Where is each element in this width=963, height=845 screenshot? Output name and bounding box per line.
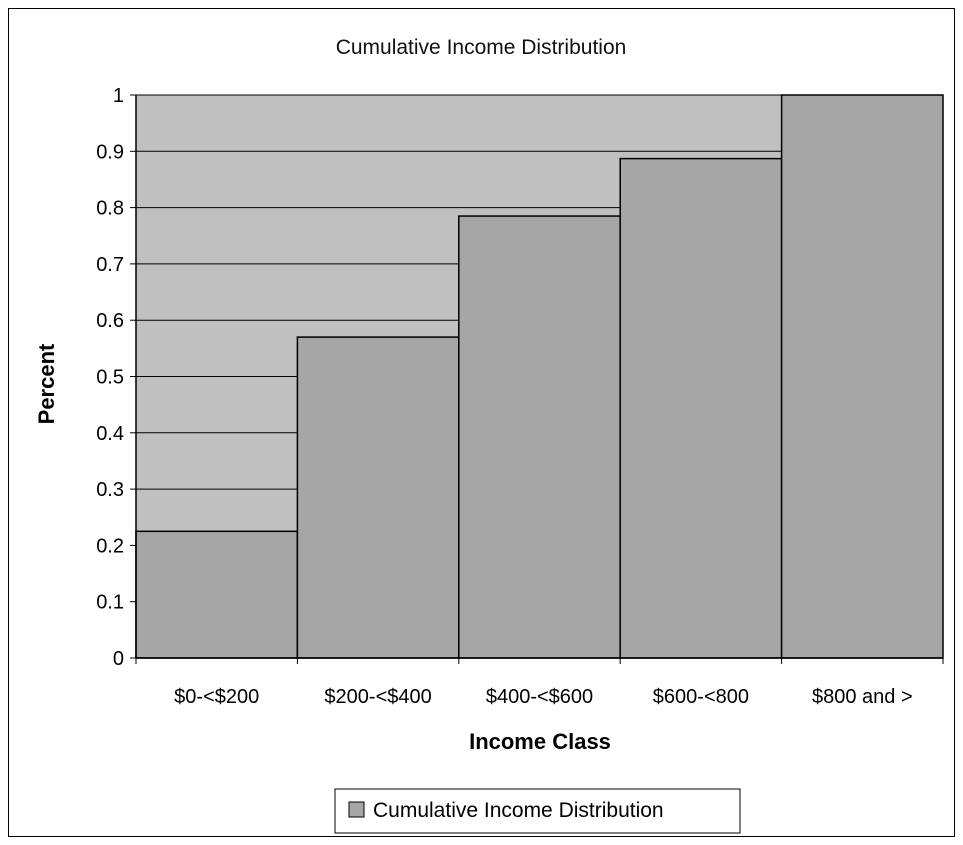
bar <box>619 157 783 659</box>
y-tick-label: 0.8 <box>96 198 124 220</box>
chart-title: Cumulative Income Distribution <box>336 36 627 59</box>
chart-svg: Cumulative Income Distribution 0 0.1 0.2 0.… <box>34 36 944 834</box>
y-tick-label: 0.1 <box>96 592 124 614</box>
x-axis-label: Income Class <box>469 729 611 754</box>
bar <box>135 530 299 659</box>
legend-label: Cumulative Income Distribution <box>373 799 664 822</box>
x-tick-label: $600-<800 <box>653 686 749 708</box>
x-tick-labels: $0-<$200 $200-<$400 $400-<$600 $600-<800 $80… <box>174 686 912 708</box>
y-tick-label: 0 <box>113 648 124 670</box>
legend-swatch <box>348 801 365 818</box>
bar <box>780 94 944 659</box>
x-tick-label: $400-<$600 <box>486 686 593 708</box>
bar <box>296 336 460 659</box>
legend-box <box>334 788 741 834</box>
x-tick-label: $0-<$200 <box>174 686 259 708</box>
y-tick-label: 0.9 <box>96 141 124 163</box>
y-tick-labels: 0 0.1 0.2 0.3 0.4 0.5 0.6 0.7 0.8 0.9 1 <box>96 85 124 670</box>
y-tick-label: 0.4 <box>96 423 124 445</box>
x-tick-label: $200-<$400 <box>324 686 431 708</box>
x-tick-label: $800 and > <box>812 686 913 708</box>
bar <box>458 215 621 659</box>
y-tick-label: 0.6 <box>96 310 124 332</box>
y-tick-label: 0.3 <box>96 479 124 501</box>
bars <box>135 94 944 659</box>
legend: Cumulative Income Distribution <box>334 788 741 834</box>
axes <box>130 94 944 664</box>
y-tick-label: 0.5 <box>96 367 124 389</box>
y-axis-label: Percent <box>34 343 59 424</box>
y-tick-label: 1 <box>113 85 124 107</box>
y-tick-label: 0.7 <box>96 254 124 276</box>
chart-frame: Cumulative Income Distribution 0 0.1 0.2 0.… <box>8 8 955 837</box>
y-tick-label: 0.2 <box>96 535 124 557</box>
